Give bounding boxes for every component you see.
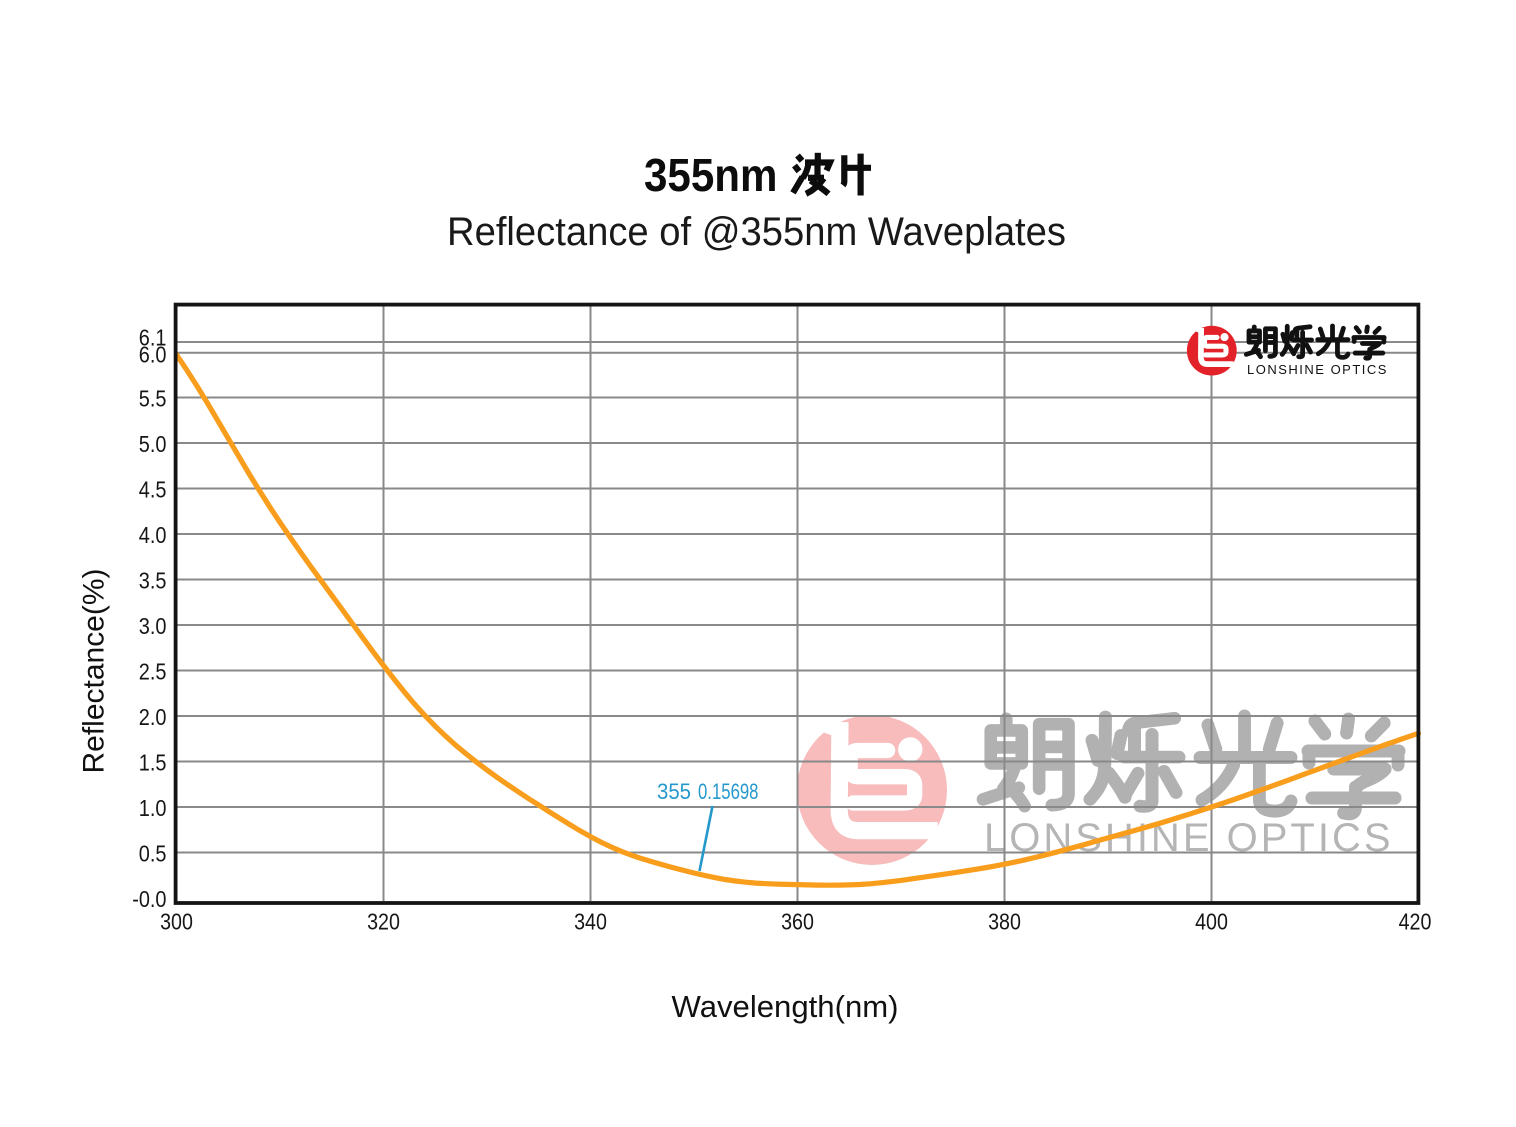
svg-text:4.0: 4.0: [139, 522, 167, 548]
svg-text:0.15698: 0.15698: [698, 779, 759, 804]
svg-text:2.5: 2.5: [139, 658, 167, 684]
svg-text:6.0: 6.0: [139, 341, 167, 367]
svg-text:5.0: 5.0: [139, 431, 167, 457]
svg-text:1.5: 1.5: [139, 749, 167, 775]
svg-text:2.0: 2.0: [139, 704, 167, 730]
svg-text:420: 420: [1399, 909, 1432, 935]
svg-text:-0.0: -0.0: [132, 886, 166, 912]
svg-text:5.5: 5.5: [139, 385, 167, 411]
svg-text:1.0: 1.0: [139, 795, 167, 821]
svg-text:LONSHINE OPTICS: LONSHINE OPTICS: [1247, 362, 1388, 377]
svg-text:3.5: 3.5: [139, 567, 167, 593]
svg-text:4.5: 4.5: [139, 476, 167, 502]
svg-text:340: 340: [574, 909, 607, 935]
svg-text:3.0: 3.0: [139, 613, 167, 639]
svg-text:0.5: 0.5: [139, 840, 167, 866]
svg-text:355nm: 355nm: [644, 149, 778, 201]
svg-text:300: 300: [160, 909, 193, 935]
svg-text:400: 400: [1195, 909, 1228, 935]
svg-text:Reflectance(%): Reflectance(%): [78, 569, 111, 774]
svg-text:360: 360: [781, 909, 814, 935]
svg-text:6.1: 6.1: [139, 324, 167, 350]
svg-text:355: 355: [657, 779, 691, 804]
svg-text:380: 380: [988, 909, 1021, 935]
svg-text:320: 320: [367, 909, 400, 935]
svg-text:Wavelength(nm): Wavelength(nm): [672, 989, 899, 1024]
svg-text:Reflectance of @355nm Waveplat: Reflectance of @355nm Waveplates: [447, 210, 1066, 254]
